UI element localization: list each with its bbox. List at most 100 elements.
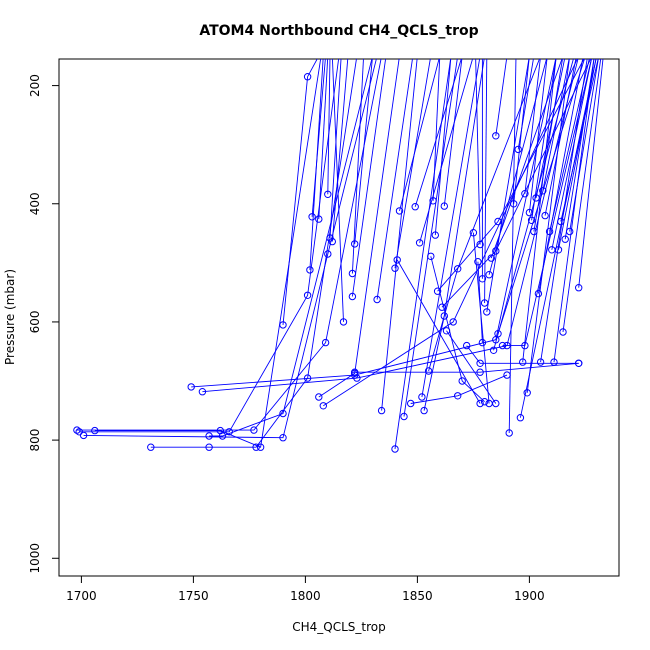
data-point xyxy=(91,426,99,435)
data-point xyxy=(339,318,348,326)
series-line xyxy=(544,59,577,216)
data-point xyxy=(476,240,484,249)
data-point xyxy=(485,399,493,408)
data-point xyxy=(438,303,446,311)
series-line xyxy=(399,59,440,212)
data-point xyxy=(474,258,482,266)
series-line xyxy=(318,59,329,220)
series-line xyxy=(191,59,557,388)
data-point xyxy=(395,207,404,215)
data-point xyxy=(492,132,500,140)
series-line xyxy=(558,59,597,250)
data-point xyxy=(256,443,265,451)
data-point xyxy=(514,145,522,154)
series-line xyxy=(421,59,481,398)
data-point xyxy=(303,291,312,299)
series-line xyxy=(79,59,340,433)
data-point xyxy=(442,327,451,335)
series-line xyxy=(495,59,508,136)
plot-area xyxy=(73,59,604,453)
data-point xyxy=(476,399,484,408)
series-line xyxy=(549,59,590,232)
data-point xyxy=(505,429,513,437)
data-point xyxy=(324,250,332,258)
data-point xyxy=(476,368,484,376)
data-point xyxy=(516,414,525,422)
data-point xyxy=(303,73,312,81)
data-point xyxy=(559,328,567,336)
y-axis: 200 400 600 800 1000 xyxy=(28,74,60,574)
series-line xyxy=(430,256,485,403)
data-point xyxy=(429,197,437,205)
data-point xyxy=(530,227,538,236)
data-point xyxy=(348,292,357,301)
y-tick-label: 600 xyxy=(28,310,42,333)
series-line xyxy=(351,59,387,297)
data-point xyxy=(458,377,466,385)
x-tick-label: 1800 xyxy=(290,589,321,603)
data-point xyxy=(557,217,565,226)
data-point xyxy=(73,426,81,434)
series-line xyxy=(381,59,418,411)
data-point xyxy=(510,200,518,208)
series-line xyxy=(526,59,570,393)
data-point xyxy=(503,371,511,379)
data-point xyxy=(279,321,287,329)
series-line xyxy=(351,59,364,274)
data-point xyxy=(216,426,225,435)
data-point xyxy=(324,190,332,199)
data-point xyxy=(279,434,287,442)
data-point xyxy=(541,211,549,220)
series-line xyxy=(83,59,377,439)
data-point xyxy=(418,393,426,401)
data-point xyxy=(279,409,287,418)
data-point xyxy=(225,428,233,436)
data-point xyxy=(75,428,83,436)
series-line xyxy=(432,59,441,201)
data-point xyxy=(377,406,386,415)
data-point xyxy=(147,443,155,451)
data-point xyxy=(407,399,415,408)
data-point xyxy=(427,252,435,260)
data-point xyxy=(454,392,462,400)
series-line xyxy=(209,59,373,437)
series-line xyxy=(318,59,400,398)
data-point xyxy=(454,265,462,273)
data-point xyxy=(415,239,424,247)
x-tick-label: 1750 xyxy=(178,589,209,603)
data-point xyxy=(469,229,478,237)
data-point xyxy=(536,358,545,366)
series-line xyxy=(535,59,566,198)
series-line xyxy=(331,59,344,322)
series-line xyxy=(551,59,592,250)
data-point xyxy=(539,187,547,195)
y-tick-label: 1000 xyxy=(28,543,42,574)
data-point xyxy=(519,358,527,366)
series-line xyxy=(419,59,474,243)
series-line xyxy=(564,59,595,240)
series-line xyxy=(354,59,373,244)
series-line xyxy=(394,59,431,269)
data-point xyxy=(431,231,439,239)
series-line xyxy=(329,59,342,239)
data-point xyxy=(351,368,359,376)
data-point xyxy=(315,215,323,223)
series-line xyxy=(533,59,563,232)
series-line xyxy=(428,59,540,372)
data-point xyxy=(575,284,583,292)
x-axis: 1700 1750 1800 1850 1900 xyxy=(66,575,545,603)
series-line xyxy=(202,59,579,393)
data-point xyxy=(449,318,457,326)
series-line xyxy=(537,59,584,294)
series-line xyxy=(531,59,557,221)
data-point xyxy=(561,235,569,243)
series-line xyxy=(76,59,382,431)
data-point xyxy=(566,227,574,236)
series-line xyxy=(437,59,585,292)
data-point xyxy=(400,412,408,421)
data-point xyxy=(250,426,258,434)
series-line xyxy=(553,59,595,363)
data-point xyxy=(373,295,381,304)
series-line xyxy=(477,261,483,343)
data-point xyxy=(198,388,207,396)
